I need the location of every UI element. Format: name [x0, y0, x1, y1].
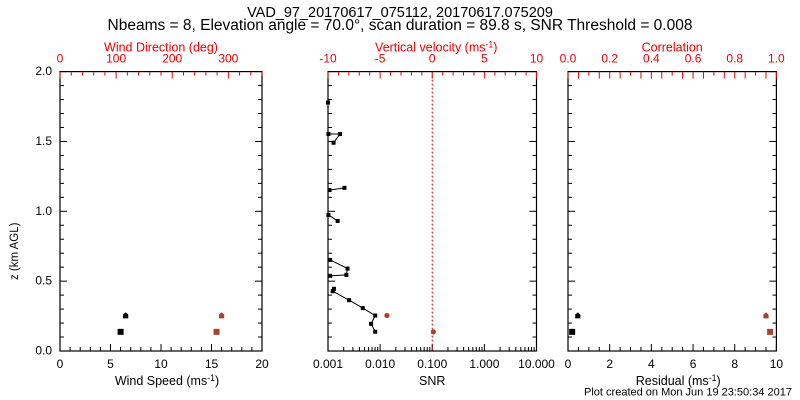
svg-text:0: 0: [57, 52, 64, 66]
svg-text:1.0: 1.0: [35, 204, 52, 218]
svg-text:1.0: 1.0: [768, 52, 785, 66]
svg-text:20: 20: [255, 357, 269, 371]
svg-text:1.5: 1.5: [35, 134, 52, 148]
svg-text:0: 0: [57, 357, 64, 371]
svg-text:0.2: 0.2: [601, 52, 618, 66]
svg-text:-10: -10: [319, 52, 337, 66]
svg-text:5: 5: [107, 357, 114, 371]
svg-text:2.0: 2.0: [35, 64, 52, 78]
svg-text:2: 2: [606, 357, 613, 371]
svg-text:0.0: 0.0: [35, 344, 52, 358]
svg-text:300: 300: [218, 52, 238, 66]
svg-text:Nbeams = 8, Elevation angle =: Nbeams = 8, Elevation angle = 70.0°, sca…: [108, 17, 693, 34]
svg-text:0.0: 0.0: [560, 52, 577, 66]
svg-text:15: 15: [205, 357, 219, 371]
svg-text:10: 10: [154, 357, 168, 371]
svg-text:z (km AGL): z (km AGL): [9, 222, 21, 280]
svg-text:6: 6: [690, 357, 697, 371]
svg-text:10.000: 10.000: [518, 357, 555, 371]
svg-text:0.8: 0.8: [726, 52, 743, 66]
svg-text:8: 8: [731, 357, 738, 371]
svg-text:SNR: SNR: [419, 374, 445, 388]
svg-text:0.100: 0.100: [417, 357, 447, 371]
svg-text:Plot created on Mon Jun 19 23:: Plot created on Mon Jun 19 23:50:34 2017: [584, 387, 792, 399]
svg-text:0.001: 0.001: [313, 357, 343, 371]
svg-text:Wind Speed (ms-1): Wind Speed (ms-1): [115, 373, 219, 388]
svg-text:10: 10: [770, 357, 784, 371]
svg-text:10: 10: [530, 52, 544, 66]
svg-text:Correlation: Correlation: [642, 41, 703, 55]
svg-text:4: 4: [648, 357, 655, 371]
svg-text:0.010: 0.010: [365, 357, 395, 371]
svg-text:0: 0: [565, 357, 572, 371]
svg-text:1.000: 1.000: [469, 357, 499, 371]
svg-text:Wind Direction (deg): Wind Direction (deg): [104, 41, 218, 55]
svg-text:Vertical velocity (ms-1): Vertical velocity (ms-1): [375, 40, 497, 55]
svg-text:0.5: 0.5: [35, 274, 52, 288]
